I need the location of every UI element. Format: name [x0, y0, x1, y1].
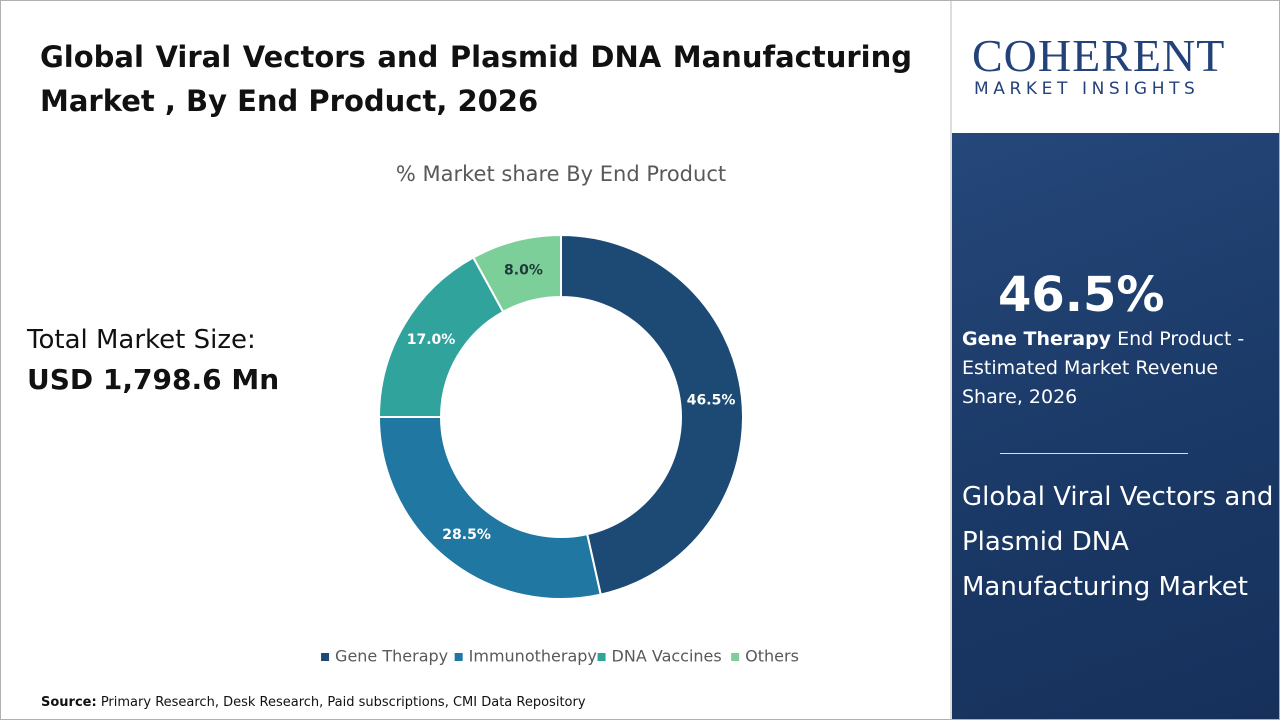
legend-label: Gene Therapy [335, 647, 448, 666]
legend-swatch [454, 653, 463, 661]
logo-sub: MARKET INSIGHTS [974, 79, 1200, 99]
chart: % Market share By End Product 46.5% 28.5%… [321, 162, 799, 666]
value-label: 17.0% [407, 332, 456, 348]
slice [377, 416, 602, 600]
logo: COHERENT MARKET INSIGHTS [952, 1, 1279, 133]
legend-label: Others [745, 647, 799, 666]
legend-swatch [731, 653, 740, 661]
highlight-panel: 46.5% Gene Therapy End Product - Estimat… [952, 133, 1279, 719]
stat-text: Gene Therapy End Product - Estimated Mar… [962, 325, 1262, 412]
logo-main: COHERENT [972, 30, 1226, 81]
source-label: Source: [41, 695, 97, 710]
market-size-label: Total Market Size: [27, 325, 256, 355]
legend-swatch [321, 653, 330, 661]
legend-label: DNA Vaccines [612, 647, 722, 666]
page-title: Global Viral Vectors and Plasmid DNA Man… [40, 40, 912, 118]
market-size-value: USD 1,798.6 Mn [27, 363, 280, 396]
market-name: Global Viral Vectors and Plasmid DNA Man… [962, 482, 1274, 602]
chart-title: % Market share By End Product [396, 162, 726, 186]
divider [1000, 453, 1188, 454]
legend-label: Immunotherapy [469, 647, 597, 666]
stat-bold: Gene Therapy [962, 328, 1112, 350]
stat: 46.5% [998, 267, 1165, 323]
stat-desc: End Product - Estimated Market Revenue S… [962, 328, 1245, 408]
value-label: 8.0% [504, 263, 543, 279]
source: Source: Primary Research, Desk Research,… [41, 695, 586, 710]
value-label: 46.5% [687, 392, 736, 408]
slice [560, 233, 744, 596]
value-label: 28.5% [442, 527, 491, 543]
slice [471, 233, 562, 314]
legend-swatch [597, 653, 606, 661]
side-panel: COHERENT MARKET INSIGHTS 46.5% Gene Ther… [950, 1, 1279, 719]
source-text: Primary Research, Desk Research, Paid su… [96, 695, 586, 710]
